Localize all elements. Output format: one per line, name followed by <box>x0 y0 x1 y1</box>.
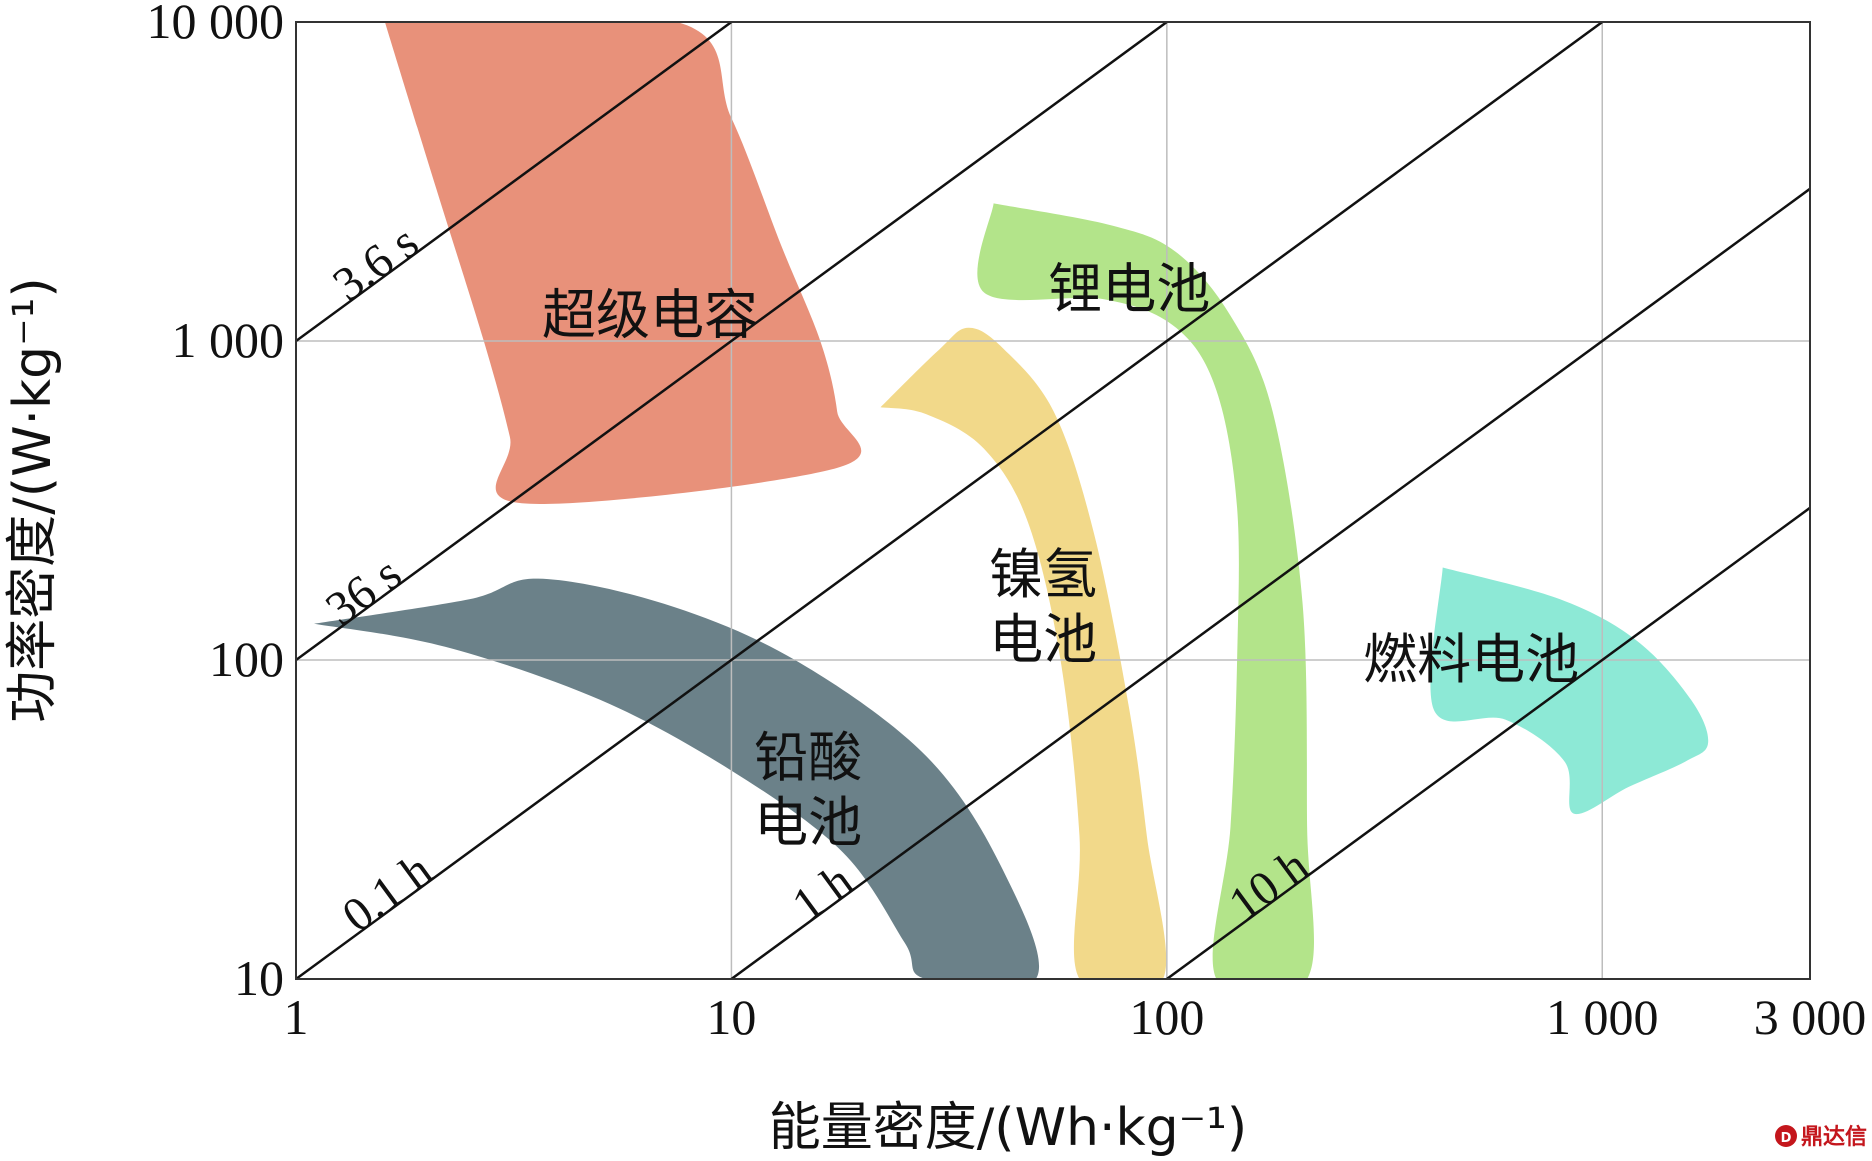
time-line-0 <box>296 22 733 343</box>
time-line-1 <box>296 22 1168 662</box>
x-tick-label: 10 <box>706 989 756 1045</box>
svg-text:D: D <box>1781 1131 1792 1146</box>
x-tick-label: 1 000 <box>1546 989 1659 1045</box>
plot-frame <box>295 21 1811 980</box>
region-1 <box>314 578 1040 979</box>
x-tick-label: 100 <box>1129 989 1204 1045</box>
region-0 <box>384 22 862 504</box>
region-label: 超级电容 <box>542 284 758 347</box>
y-tick-label: 10 000 <box>147 0 285 49</box>
y-tick-label: 10 <box>234 950 284 1006</box>
y-tick-label: 100 <box>209 631 284 687</box>
region-3 <box>977 203 1314 979</box>
region-2 <box>880 327 1167 979</box>
region-label: 铅酸电池 <box>754 726 862 854</box>
region-label: 镍氢电池 <box>989 543 1097 671</box>
region-label: 燃料电池 <box>1363 628 1579 691</box>
x-axis-title: 能量密度/(Wh·kg⁻¹) <box>769 1098 1247 1158</box>
time-line-3 <box>730 187 1810 979</box>
svg-text:鼎达信: 鼎达信 <box>1801 1124 1867 1150</box>
time-label: 0.1 h <box>333 843 442 942</box>
region-4 <box>1430 567 1709 815</box>
discharge-time-lines <box>296 22 1810 979</box>
energy-storage-regions <box>314 22 1709 979</box>
time-line-4 <box>1166 506 1810 979</box>
y-axis-title: 功率密度/(W·kg⁻¹) <box>3 277 63 722</box>
time-label: 1 h <box>783 854 863 932</box>
x-tick-label: 1 <box>284 989 309 1045</box>
region-label: 锂电池 <box>1048 258 1210 321</box>
time-line-2 <box>296 22 1603 979</box>
x-tick-label: 3 000 <box>1754 989 1867 1045</box>
y-tick-label: 1 000 <box>172 312 285 368</box>
time-label: 3.6 s <box>323 215 427 311</box>
watermark-logo: D 鼎达信 <box>1775 1124 1867 1150</box>
